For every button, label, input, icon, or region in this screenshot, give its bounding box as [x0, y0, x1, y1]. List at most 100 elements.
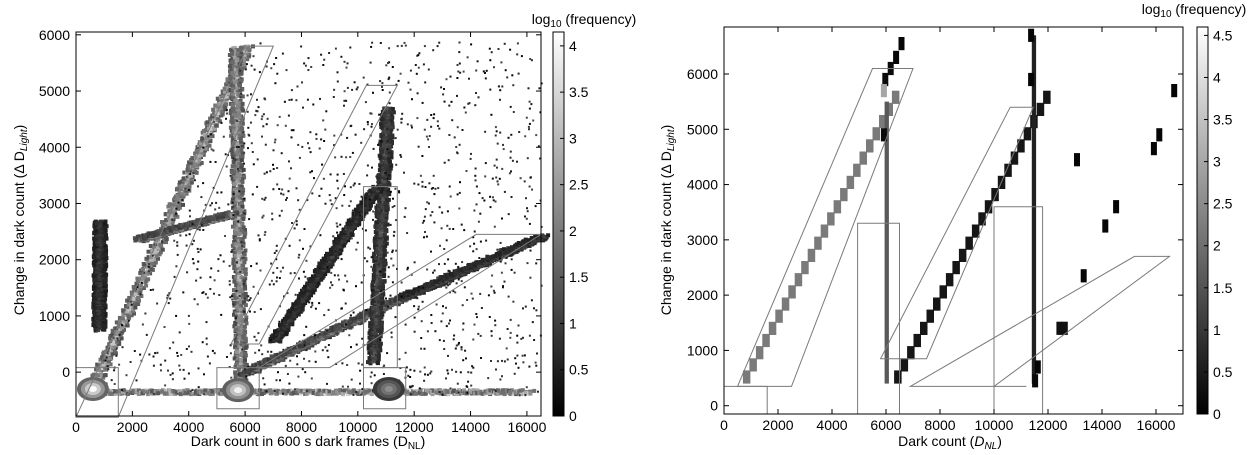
density-cell	[134, 237, 139, 242]
density-cell	[371, 306, 376, 311]
density-cell	[414, 291, 419, 295]
density-cell	[291, 348, 296, 353]
density-cell	[502, 390, 507, 395]
density-cell	[371, 308, 376, 313]
density-cell	[212, 111, 217, 116]
density-cell	[189, 180, 194, 185]
density-cell	[417, 287, 422, 292]
density-cell	[243, 330, 248, 335]
density-cell	[232, 356, 237, 361]
density-cell	[230, 131, 235, 136]
density-cell	[232, 52, 237, 57]
density-cell	[138, 289, 143, 294]
density-cell	[167, 222, 172, 227]
density-cell	[235, 312, 240, 317]
density-cell	[158, 242, 163, 247]
density-cell	[237, 191, 242, 196]
density-cell	[107, 351, 112, 356]
density-cell	[127, 295, 132, 300]
density-cell	[378, 344, 383, 349]
density-cell	[109, 391, 114, 396]
density-cell	[382, 279, 387, 284]
density-cell	[475, 260, 480, 265]
density-cell	[366, 346, 371, 351]
density-cell	[405, 289, 410, 294]
density-cell	[364, 310, 369, 315]
density-cell	[208, 391, 213, 396]
density-cell	[233, 375, 238, 380]
density-cell	[162, 227, 167, 232]
density-cell	[234, 237, 239, 242]
density-cell	[239, 165, 244, 170]
density-cell	[164, 240, 168, 245]
density-cell	[311, 390, 316, 395]
density-cell	[335, 323, 340, 328]
density-cell	[380, 137, 385, 142]
density-cell	[234, 269, 239, 274]
density-cell	[381, 205, 386, 210]
density-cell	[241, 188, 246, 193]
density-cell	[230, 169, 234, 174]
density-cell	[430, 279, 434, 284]
density-cell	[240, 359, 245, 364]
density-cell	[139, 283, 144, 288]
density-cell	[383, 220, 388, 225]
density-cell	[219, 214, 224, 219]
density-cell	[387, 147, 392, 152]
density-cell	[238, 136, 243, 141]
density-cell	[217, 119, 222, 124]
density-cell	[233, 68, 238, 73]
density-cell	[338, 388, 343, 393]
density-cell	[232, 303, 237, 308]
density-cell	[237, 344, 242, 349]
density-cell	[387, 159, 392, 164]
density-cell	[234, 292, 239, 296]
density-cell	[306, 345, 311, 350]
density-cell	[118, 315, 122, 320]
density-cell	[419, 388, 424, 393]
density-cell	[141, 391, 145, 396]
density-cell	[389, 163, 394, 168]
density-cell	[384, 208, 389, 212]
density-cell	[388, 106, 393, 111]
density-cell	[156, 229, 161, 234]
density-cell	[514, 390, 519, 395]
density-cell	[230, 121, 235, 126]
density-cell	[108, 336, 113, 341]
density-cell	[144, 283, 149, 288]
density-cell	[445, 389, 450, 394]
density-cell	[119, 325, 124, 330]
density-cell	[220, 212, 225, 217]
density-cell	[233, 228, 238, 233]
density-cell	[382, 260, 386, 265]
density-cell	[150, 248, 155, 253]
density-cell	[373, 309, 378, 314]
density-cell	[240, 177, 245, 182]
density-cell	[153, 237, 158, 242]
density-cell	[238, 250, 243, 254]
density-cell	[152, 263, 157, 268]
density-cell	[230, 176, 235, 181]
density-cell	[165, 391, 170, 396]
density-cell	[167, 202, 172, 207]
density-cell	[146, 231, 151, 236]
density-cell	[95, 362, 100, 367]
density-cell	[475, 388, 480, 393]
density-cell	[359, 315, 364, 319]
density-cell	[369, 349, 374, 354]
density-cell	[499, 248, 504, 253]
density-cell	[239, 51, 244, 56]
density-cell	[102, 350, 106, 355]
density-cell	[383, 258, 388, 263]
density-cell	[238, 56, 243, 61]
density-cell	[99, 363, 104, 368]
density-cell	[197, 390, 202, 395]
density-cell	[353, 316, 357, 321]
density-cell	[210, 114, 215, 119]
density-cell	[379, 160, 384, 165]
density-cell	[369, 392, 374, 396]
density-cell	[377, 240, 382, 245]
density-cell	[229, 213, 234, 218]
density-cell	[200, 389, 205, 394]
density-cell	[238, 325, 243, 330]
